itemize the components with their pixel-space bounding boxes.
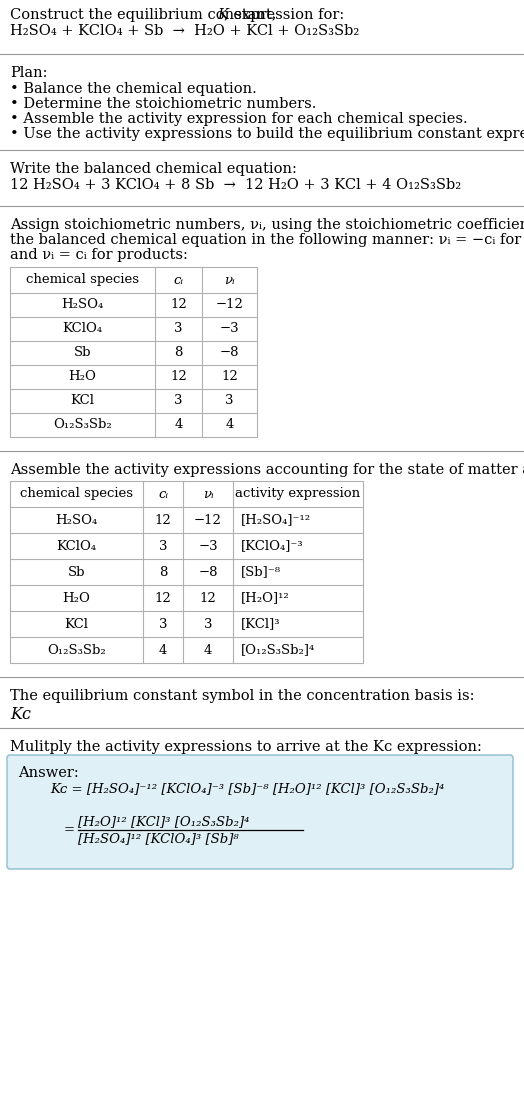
Text: 8: 8	[159, 566, 167, 578]
Text: −8: −8	[198, 566, 218, 578]
Text: 12 H₂SO₄ + 3 KClO₄ + 8 Sb  →  12 H₂O + 3 KCl + 4 O₁₂S₃Sb₂: 12 H₂SO₄ + 3 KClO₄ + 8 Sb → 12 H₂O + 3 K…	[10, 178, 461, 192]
Text: The equilibrium constant symbol in the concentration basis is:: The equilibrium constant symbol in the c…	[10, 689, 475, 703]
Text: [H₂O]¹²: [H₂O]¹²	[241, 591, 290, 604]
Text: KCl: KCl	[71, 395, 94, 407]
Text: O₁₂S₃Sb₂: O₁₂S₃Sb₂	[53, 418, 112, 431]
Text: chemical species: chemical species	[20, 488, 133, 501]
Text: 4: 4	[204, 643, 212, 656]
Text: Write the balanced chemical equation:: Write the balanced chemical equation:	[10, 162, 297, 176]
Text: cᵢ: cᵢ	[173, 274, 183, 287]
Text: Kᴄ: Kᴄ	[10, 706, 31, 722]
Text: KClO₄: KClO₄	[62, 322, 103, 335]
Text: chemical species: chemical species	[26, 274, 139, 287]
Text: H₂SO₄: H₂SO₄	[56, 514, 97, 526]
Text: H₂SO₄ + KClO₄ + Sb  →  H₂O + KCl + O₁₂S₃Sb₂: H₂SO₄ + KClO₄ + Sb → H₂O + KCl + O₁₂S₃Sb…	[10, 24, 359, 38]
Text: νᵢ: νᵢ	[203, 488, 213, 501]
Text: 12: 12	[221, 371, 238, 384]
Text: [KCl]³: [KCl]³	[241, 618, 280, 631]
Text: [H₂O]¹² [KCl]³ [O₁₂S₃Sb₂]⁴: [H₂O]¹² [KCl]³ [O₁₂S₃Sb₂]⁴	[78, 815, 249, 828]
Text: O₁₂S₃Sb₂: O₁₂S₃Sb₂	[47, 643, 106, 656]
Text: H₂SO₄: H₂SO₄	[61, 299, 104, 311]
Text: Mulitply the activity expressions to arrive at the Kᴄ expression:: Mulitply the activity expressions to arr…	[10, 740, 482, 754]
Text: 12: 12	[155, 591, 171, 604]
Text: −3: −3	[198, 539, 218, 553]
Text: Sb: Sb	[74, 346, 91, 360]
Text: Assign stoichiometric numbers, νᵢ, using the stoichiometric coefficients, cᵢ, fr: Assign stoichiometric numbers, νᵢ, using…	[10, 218, 524, 232]
Text: −8: −8	[220, 346, 239, 360]
Text: [KClO₄]⁻³: [KClO₄]⁻³	[241, 539, 303, 553]
Text: , expression for:: , expression for:	[224, 8, 344, 22]
Text: 3: 3	[159, 539, 167, 553]
Text: activity expression: activity expression	[235, 488, 361, 501]
Text: 3: 3	[204, 618, 212, 631]
Text: cᵢ: cᵢ	[158, 488, 168, 501]
Text: • Balance the chemical equation.: • Balance the chemical equation.	[10, 82, 257, 96]
Text: KClO₄: KClO₄	[57, 539, 96, 553]
Text: • Determine the stoichiometric numbers.: • Determine the stoichiometric numbers.	[10, 97, 316, 111]
Text: 12: 12	[200, 591, 216, 604]
Text: KCl: KCl	[64, 618, 89, 631]
Text: the balanced chemical equation in the following manner: νᵢ = −cᵢ for reactants: the balanced chemical equation in the fo…	[10, 233, 524, 247]
Text: 12: 12	[170, 371, 187, 384]
Text: [O₁₂S₃Sb₂]⁴: [O₁₂S₃Sb₂]⁴	[241, 643, 315, 656]
Text: [Sb]⁻⁸: [Sb]⁻⁸	[241, 566, 281, 578]
Text: 4: 4	[159, 643, 167, 656]
Text: 3: 3	[174, 395, 183, 407]
Text: Construct the equilibrium constant,: Construct the equilibrium constant,	[10, 8, 281, 22]
Text: K: K	[217, 8, 228, 22]
Text: 8: 8	[174, 346, 183, 360]
Text: 3: 3	[159, 618, 167, 631]
Text: and νᵢ = cᵢ for products:: and νᵢ = cᵢ for products:	[10, 248, 188, 263]
Text: 12: 12	[170, 299, 187, 311]
Text: 3: 3	[174, 322, 183, 335]
Text: 12: 12	[155, 514, 171, 526]
Text: [H₂SO₄]¹² [KClO₄]³ [Sb]⁸: [H₂SO₄]¹² [KClO₄]³ [Sb]⁸	[78, 832, 239, 845]
Text: Assemble the activity expressions accounting for the state of matter and νᵢ:: Assemble the activity expressions accoun…	[10, 463, 524, 476]
Text: H₂O: H₂O	[69, 371, 96, 384]
Text: • Use the activity expressions to build the equilibrium constant expression.: • Use the activity expressions to build …	[10, 127, 524, 141]
Text: Answer:: Answer:	[18, 765, 79, 780]
FancyBboxPatch shape	[7, 754, 513, 869]
Text: 4: 4	[225, 418, 234, 431]
Text: 4: 4	[174, 418, 183, 431]
Bar	[10, 481, 363, 663]
Text: Kᴄ = [H₂SO₄]⁻¹² [KClO₄]⁻³ [Sb]⁻⁸ [H₂O]¹² [KCl]³ [O₁₂S₃Sb₂]⁴: Kᴄ = [H₂SO₄]⁻¹² [KClO₄]⁻³ [Sb]⁻⁸ [H₂O]¹²…	[50, 782, 444, 795]
Text: 3: 3	[225, 395, 234, 407]
Text: −3: −3	[220, 322, 239, 335]
Text: −12: −12	[215, 299, 244, 311]
Text: [H₂SO₄]⁻¹²: [H₂SO₄]⁻¹²	[241, 514, 311, 526]
Bar	[10, 267, 257, 437]
Text: −12: −12	[194, 514, 222, 526]
Text: Sb: Sb	[68, 566, 85, 578]
Text: νᵢ: νᵢ	[224, 274, 235, 287]
Text: • Assemble the activity expression for each chemical species.: • Assemble the activity expression for e…	[10, 113, 467, 126]
Text: =: =	[64, 824, 75, 836]
Text: Plan:: Plan:	[10, 66, 48, 81]
Text: H₂O: H₂O	[62, 591, 91, 604]
